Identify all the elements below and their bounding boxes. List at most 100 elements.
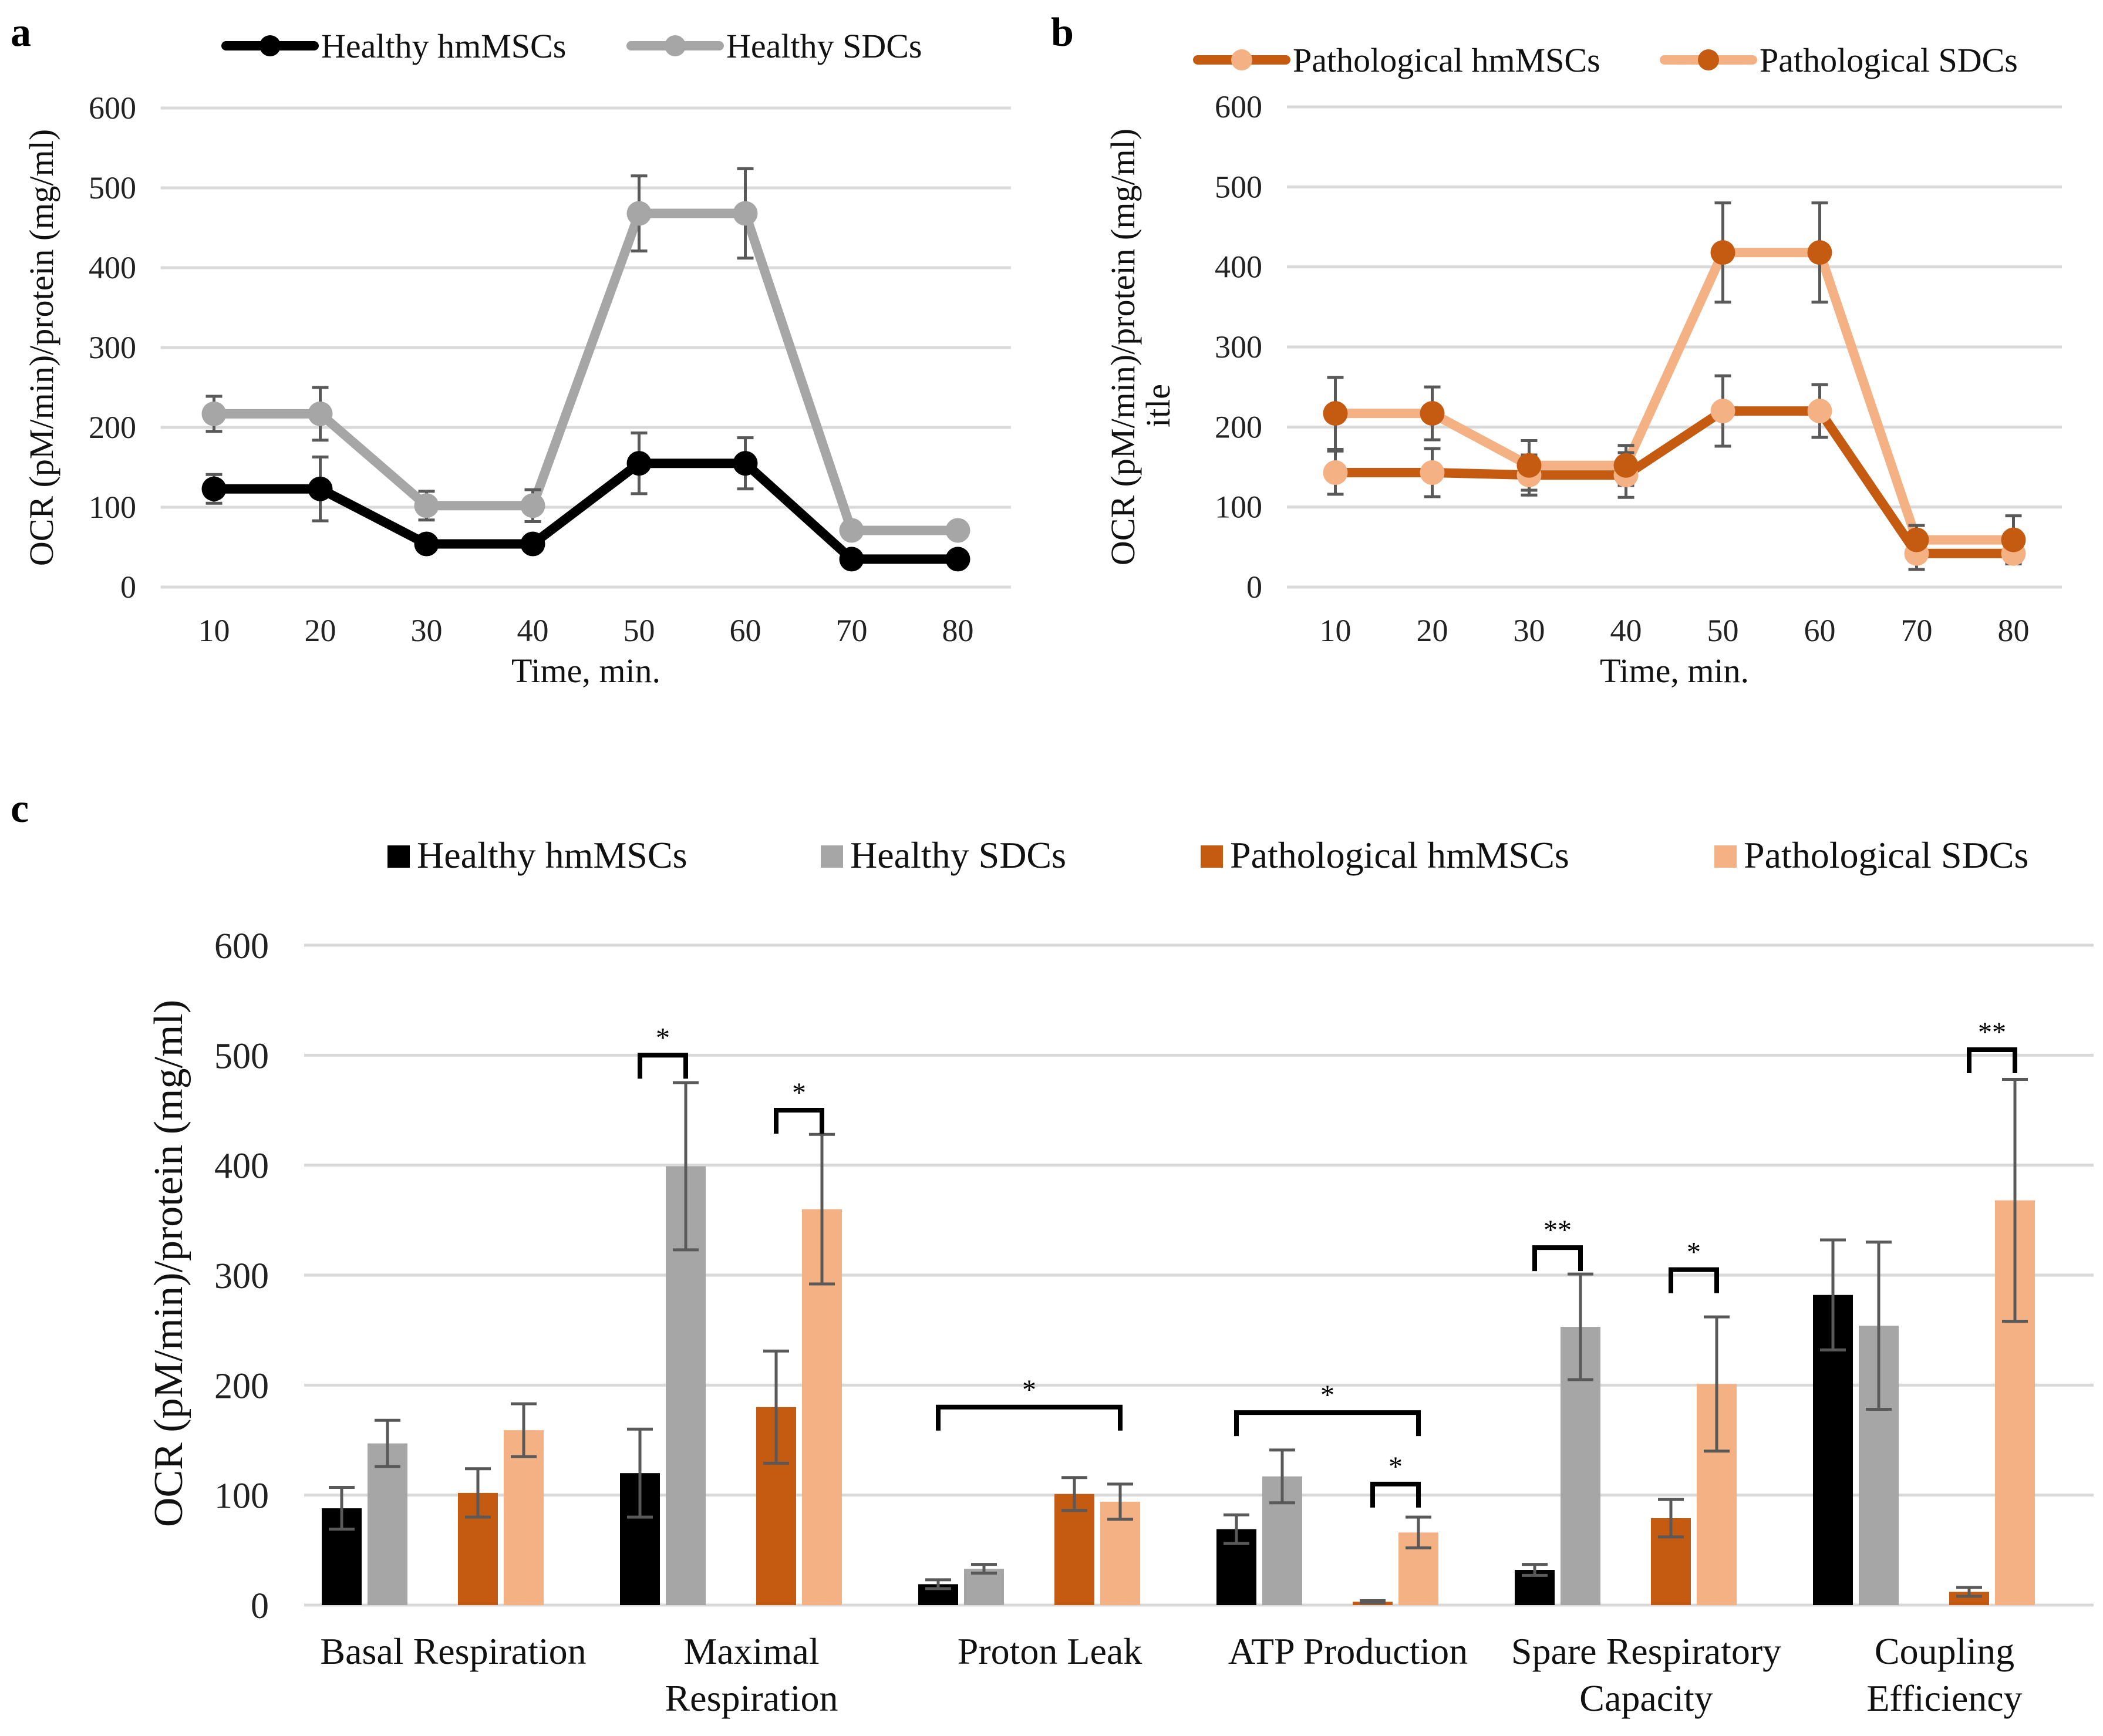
x-category-label: Capacity — [1579, 1677, 1713, 1719]
x-tick-label: 50 — [624, 613, 655, 648]
y-tick-label: 600 — [214, 926, 269, 966]
x-tick-label: 80 — [942, 613, 974, 648]
x-category-label: Proton Leak — [958, 1630, 1143, 1672]
series-line — [1335, 406, 2014, 558]
data-point — [1420, 460, 1445, 486]
y-tick-label: 300 — [214, 1256, 269, 1296]
y-tick-label: 100 — [214, 1477, 269, 1516]
y-tick-label: 200 — [1215, 409, 1262, 444]
y-tick-label: 500 — [214, 1036, 269, 1076]
significance-marker: * — [1687, 1237, 1701, 1268]
legend-marker — [1698, 49, 1719, 70]
y-tick-label: 0 — [120, 569, 136, 605]
x-tick-label: 50 — [1707, 613, 1739, 648]
y-tick-label: 600 — [1215, 89, 1262, 124]
data-point — [1323, 460, 1348, 486]
x-category-label: Maximal — [683, 1630, 819, 1672]
y-tick-label: 300 — [1215, 329, 1262, 365]
panel-c-bar-chart: 0 100 200 300 400 500 600 OCR (pM/min)/protein … — [146, 834, 2094, 1719]
y-tick-label: 500 — [89, 170, 136, 205]
significance-marker: ** — [1543, 1215, 1572, 1246]
data-point — [733, 451, 758, 476]
data-point — [1613, 453, 1639, 478]
data-point — [839, 547, 864, 572]
data-point — [520, 531, 545, 557]
significance-bracket — [1532, 1245, 1583, 1272]
significance-marker: * — [792, 1077, 806, 1108]
x-tick-label: 20 — [1417, 613, 1448, 648]
data-point — [520, 493, 545, 518]
legend-label: Pathological hmMSCs — [1293, 41, 1600, 79]
series-line — [214, 459, 958, 564]
data-point — [1904, 527, 1929, 552]
bar — [1054, 1494, 1094, 1605]
x-tick-label: 70 — [836, 613, 868, 648]
data-point — [945, 518, 970, 543]
y-tick-label: 0 — [251, 1586, 269, 1626]
significance-bracket — [1234, 1410, 1421, 1437]
x-category-label: Efficiency — [1866, 1677, 2022, 1719]
significance-bracket — [1669, 1267, 1719, 1293]
data-point — [1710, 399, 1735, 424]
data-point — [1516, 453, 1542, 478]
data-point — [201, 476, 227, 501]
y-tick-label: 0 — [1246, 569, 1262, 605]
legend-label: Healthy hmMSCs — [321, 27, 566, 65]
data-point — [1323, 401, 1348, 426]
legend-label: Healthy SDCs — [850, 834, 1066, 876]
bar — [368, 1443, 407, 1605]
significance-bracket — [1967, 1047, 2017, 1073]
x-tick-label: 60 — [1804, 613, 1836, 648]
legend-swatch — [387, 845, 410, 868]
panel-a-line-chart: 0 100 200 300 400 500 600 10 20 30 40 50 60 70 80 Time,… — [22, 27, 1011, 690]
significance-bracket — [1370, 1481, 1421, 1508]
y-tick-label: 200 — [214, 1366, 269, 1406]
x-tick-label: 10 — [1320, 613, 1352, 648]
data-point — [414, 531, 439, 557]
bar — [964, 1569, 1004, 1605]
panel-b-line-chart: 0 100 200 300 400 500 600 10 20 30 40 50 60 70 80 Time,… — [1104, 41, 2062, 690]
y-tick-label: 400 — [1215, 250, 1262, 285]
x-tick-label: 70 — [1901, 613, 1933, 648]
y-axis-title-fragment: itle — [1139, 384, 1177, 427]
series-line — [1335, 248, 2014, 545]
data-point — [1710, 240, 1735, 265]
x-axis-title: Time, min. — [1600, 652, 1749, 690]
legend-swatch — [1714, 845, 1737, 868]
y-tick-label: 300 — [89, 330, 136, 365]
legend-marker — [665, 35, 686, 56]
significance-marker: * — [1320, 1380, 1334, 1411]
y-tick-label: 400 — [214, 1147, 269, 1186]
data-point — [1807, 399, 1832, 424]
y-axis-title: OCR (pM/min)/protein (mg/ml) — [146, 1000, 191, 1527]
legend-swatch — [1201, 845, 1223, 868]
legend-swatch — [821, 845, 843, 868]
legend-label: Healthy hmMSCs — [417, 834, 687, 876]
x-tick-label: 40 — [1610, 613, 1642, 648]
x-tick-label: 40 — [517, 613, 549, 648]
x-category-label: ATP Production — [1228, 1630, 1468, 1672]
bar — [504, 1430, 544, 1605]
panel-label-b: b — [1051, 10, 1074, 55]
panel-label-c: c — [11, 786, 29, 831]
legend-label: Pathological hmMSCs — [1230, 834, 1569, 876]
data-point — [626, 201, 652, 226]
data-point — [308, 401, 333, 426]
significance-marker: * — [1022, 1374, 1036, 1405]
y-tick-label: 500 — [1215, 169, 1262, 204]
y-tick-label: 400 — [89, 250, 136, 285]
y-axis-title: OCR (pM/min)/protein (mg/ml) — [1104, 129, 1142, 565]
data-point — [201, 401, 227, 426]
data-point — [414, 493, 439, 518]
legend-marker — [1231, 49, 1252, 70]
legend-label: Pathological SDCs — [1760, 41, 2018, 79]
significance-bracket — [936, 1404, 1123, 1431]
data-point — [839, 518, 864, 543]
significance-bracket — [638, 1053, 688, 1079]
y-axis-title: OCR (pM/min)/protein (mg/ml) — [22, 129, 60, 566]
data-point — [945, 547, 970, 572]
data-point — [733, 201, 758, 226]
data-point — [626, 451, 652, 476]
significance-bracket — [774, 1108, 824, 1134]
